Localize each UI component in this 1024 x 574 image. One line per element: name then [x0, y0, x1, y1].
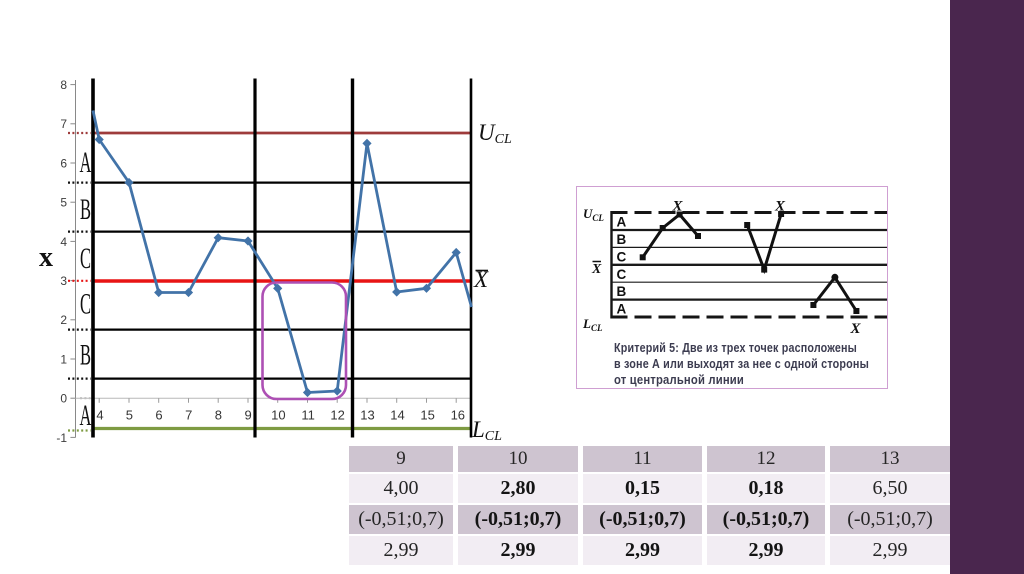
svg-text:10: 10 [271, 408, 285, 423]
svg-text:B: B [80, 193, 91, 226]
svg-text:C: C [80, 287, 91, 320]
svg-text:16: 16 [451, 408, 465, 423]
svg-text:C: C [80, 242, 91, 275]
svg-text:X: X [774, 199, 786, 215]
svg-text:15: 15 [420, 408, 434, 423]
svg-text:4: 4 [60, 235, 67, 249]
svg-text:8: 8 [215, 408, 222, 423]
svg-text:7: 7 [185, 408, 192, 423]
svg-text:X: X [671, 199, 683, 215]
svg-text:5: 5 [126, 408, 133, 423]
svg-text:14: 14 [390, 408, 404, 423]
svg-text:B: B [617, 284, 627, 299]
svg-text:от центральной линии: от центральной линии [614, 373, 744, 387]
svg-text:6: 6 [60, 156, 67, 170]
svg-text:X: X [591, 262, 602, 277]
svg-text:A: A [617, 215, 627, 230]
svg-text:C: C [617, 249, 627, 264]
svg-text:A: A [617, 301, 627, 316]
svg-text:x: x [39, 242, 53, 273]
svg-text:-1: -1 [56, 431, 67, 445]
svg-text:X: X [849, 321, 861, 337]
svg-text:1: 1 [60, 352, 67, 366]
svg-text:0: 0 [60, 392, 67, 406]
svg-text:Критерий 5: Две из трех точек: Критерий 5: Две из трех точек расположен… [614, 341, 857, 355]
svg-text:B: B [80, 338, 91, 371]
svg-text:2: 2 [60, 313, 67, 327]
svg-text:3: 3 [60, 274, 67, 288]
svg-text:UCL: UCL [478, 120, 512, 147]
svg-text:LCL: LCL [471, 417, 502, 444]
svg-text:4: 4 [96, 408, 103, 423]
svg-text:в зоне А или выходят за нее с: в зоне А или выходят за нее с одной стор… [614, 357, 869, 371]
svg-text:5: 5 [60, 196, 67, 210]
svg-text:A: A [80, 146, 92, 179]
svg-text:9: 9 [244, 408, 251, 423]
svg-text:6: 6 [155, 408, 162, 423]
svg-text:LCL: LCL [582, 316, 603, 333]
svg-text:B: B [617, 232, 627, 247]
svg-text:A: A [80, 399, 92, 432]
svg-text:13: 13 [360, 408, 374, 423]
svg-text:7: 7 [60, 117, 67, 131]
svg-text:12: 12 [330, 408, 344, 423]
svg-text:X: X [473, 267, 489, 292]
svg-text:UCL: UCL [583, 206, 604, 223]
svg-text:C: C [617, 267, 627, 282]
svg-text:11: 11 [301, 408, 315, 423]
svg-text:8: 8 [60, 78, 67, 92]
